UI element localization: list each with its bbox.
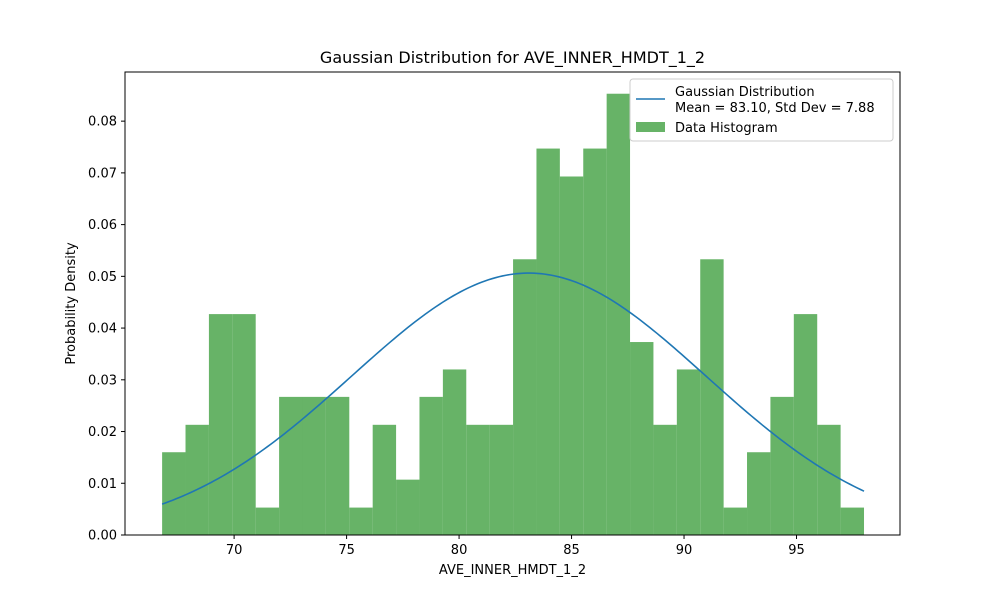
histogram-bar: [817, 424, 841, 535]
histogram-bar: [162, 452, 186, 535]
histogram-bar: [396, 479, 420, 535]
x-tick-label: 90: [676, 543, 693, 558]
histogram-bar: [232, 314, 256, 535]
histogram-bar: [513, 259, 537, 535]
x-axis-ticks: 70 75 80 85 90 95: [226, 535, 805, 558]
histogram-bar: [279, 396, 303, 535]
histogram-bar: [442, 369, 467, 535]
histogram-bar: [419, 396, 443, 535]
y-tick-label: 0.05: [88, 270, 117, 285]
legend-gaussian-label-line2: Mean = 83.10, Std Dev = 7.88: [675, 101, 875, 116]
histogram-bar: [606, 93, 631, 536]
x-tick-label: 80: [451, 543, 468, 558]
gaussian-curve: [161, 272, 865, 505]
legend-gaussian-label-line1: Gaussian Distribution: [675, 85, 815, 100]
y-tick-label: 0.01: [88, 477, 117, 492]
y-tick-label: 0.06: [88, 218, 117, 233]
histogram-bar: [255, 507, 280, 535]
histogram-bar: [536, 148, 560, 536]
y-axis-label: Probability Density: [64, 242, 79, 365]
x-tick-label: 75: [338, 543, 355, 558]
histogram-bar: [676, 369, 701, 535]
x-tick-label: 85: [563, 543, 580, 558]
y-tick-label: 0.07: [88, 166, 117, 181]
x-axis-label: AVE_INNER_HMDT_1_2: [439, 563, 586, 578]
histogram-bar: [559, 176, 584, 535]
histogram-bar: [770, 396, 794, 535]
histogram-bar: [747, 452, 771, 535]
legend-histogram-swatch: [636, 122, 665, 132]
legend: Gaussian Distribution Mean = 83.10, Std …: [629, 78, 894, 142]
histogram-bar: [583, 148, 607, 536]
histogram-bar: [325, 396, 350, 535]
histogram-bar: [793, 314, 818, 535]
chart-title: Gaussian Distribution for AVE_INNER_HMDT…: [320, 48, 705, 68]
x-tick-label: 70: [226, 543, 243, 558]
y-tick-label: 0.04: [88, 322, 117, 337]
histogram-bars: [162, 93, 865, 536]
histogram-bar: [653, 424, 677, 535]
histogram-bar: [489, 424, 514, 535]
histogram-bar: [630, 342, 654, 535]
histogram-bar: [302, 396, 326, 535]
histogram-bar: [208, 314, 233, 535]
y-tick-label: 0.02: [88, 425, 117, 440]
x-tick-label: 95: [788, 543, 805, 558]
histogram-bar: [840, 507, 865, 535]
y-tick-label: 0.03: [88, 373, 117, 388]
histogram-bar: [723, 507, 748, 535]
histogram-bar: [185, 424, 209, 535]
histogram-bar: [372, 424, 397, 535]
histogram-bar: [700, 259, 724, 535]
legend-histogram-label: Data Histogram: [675, 121, 778, 136]
histogram-bar: [466, 424, 490, 535]
histogram-bar: [349, 507, 373, 535]
y-tick-label: 0.00: [88, 529, 117, 544]
legend-box: [629, 78, 894, 142]
y-tick-label: 0.08: [88, 115, 117, 130]
plot-area-frame: [124, 71, 901, 536]
y-axis-ticks: 0.00 0.01 0.02 0.03 0.04 0.05 0.06 0.07 0.08: [88, 115, 125, 544]
